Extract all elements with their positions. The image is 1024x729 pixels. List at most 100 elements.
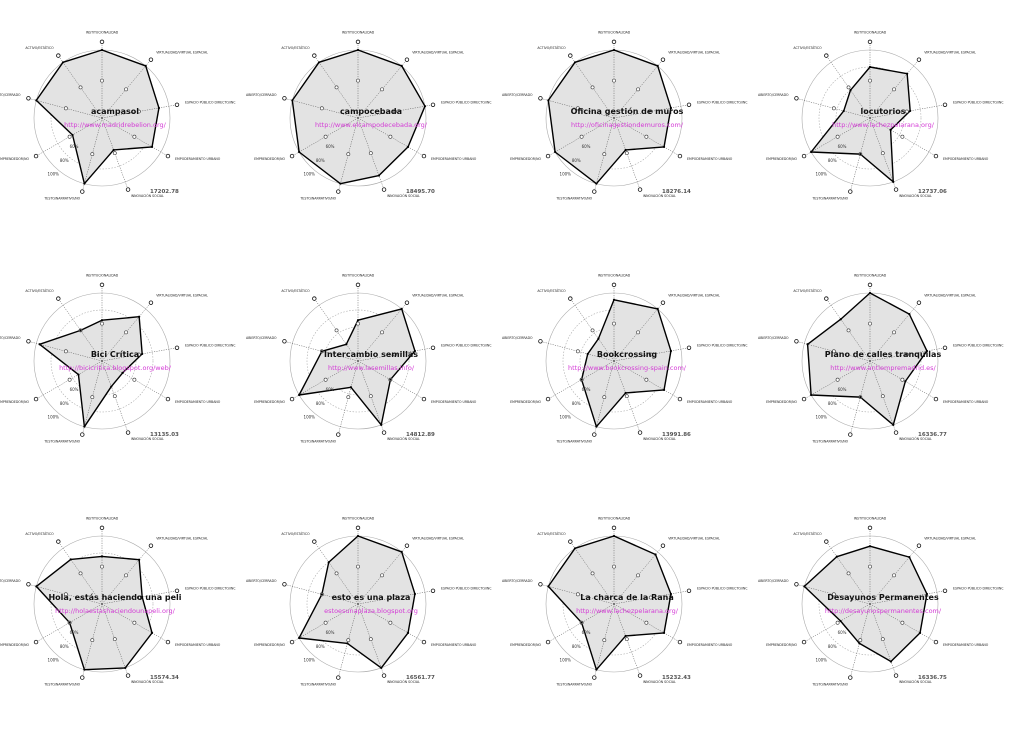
axis-end-marker — [99, 525, 105, 531]
axis-spoke — [357, 360, 385, 433]
axis-marker — [579, 134, 584, 139]
axis-end-marker — [794, 96, 799, 101]
data-point — [554, 150, 557, 154]
axis-label: ABIERTO/CERRADO — [502, 93, 533, 97]
data-point — [291, 99, 294, 102]
axis-spoke — [314, 55, 359, 119]
ring-label: 80% — [316, 158, 325, 163]
axis-marker — [356, 564, 360, 569]
chart-url-link[interactable]: http://www.bookcrossing-spain.com/ — [568, 364, 686, 372]
chart-url-link[interactable]: http://holaestashaciendounapeli.org/ — [55, 607, 175, 615]
axis-marker — [831, 592, 836, 597]
axis-end-marker — [56, 539, 61, 544]
axis-end-marker — [312, 53, 317, 58]
chart-url-link[interactable]: http://www.lachezpelarana.org/ — [832, 121, 934, 129]
axis-label: ACTIVO/ESTÁTICO — [281, 531, 310, 536]
radar-chart-panel: INSTITUCIONALIDAD VIRTUALIDAD/VIRTUAL ESP… — [502, 486, 768, 729]
axis-label: INNOVACIÓN SOCIAL — [131, 436, 164, 441]
ring-label: 100% — [560, 415, 572, 420]
data-point — [35, 99, 38, 102]
data-point — [547, 585, 550, 588]
axis-spoke — [357, 590, 434, 605]
data-point — [624, 148, 627, 152]
axis-marker — [590, 328, 595, 333]
axis-end-marker — [592, 189, 597, 194]
axis-end-marker — [677, 639, 683, 645]
data-point — [669, 349, 673, 353]
axis-label: INSTITUCIONALIDAD — [86, 274, 119, 278]
chart-url-link[interactable]: http://www.elcampodecebada.org/ — [315, 121, 427, 129]
data-point — [423, 105, 427, 108]
chart-url-link[interactable]: http://www.antiempremadrid.es/ — [830, 364, 936, 372]
grid-ring — [818, 66, 922, 170]
axis-spoke — [357, 302, 408, 362]
data-point — [141, 595, 144, 599]
axis-end-marker — [660, 300, 666, 305]
radar-chart-svg: INSTITUCIONALIDAD VIRTUALIDAD/VIRTUAL ESP… — [502, 274, 748, 444]
axis-label: ESPACIO PÚBLICO DIRECTO/INC — [953, 99, 1004, 104]
chart-url-link[interactable]: http://bicicritica.blogspot.org/web/ — [59, 364, 171, 372]
data-point — [150, 631, 154, 634]
radar-chart-svg: INSTITUCIONALIDAD VIRTUALIDAD/VIRTUAL ESP… — [758, 517, 1004, 687]
axis-end-marker — [801, 396, 807, 402]
axis-spoke — [803, 603, 871, 643]
axis-end-marker — [148, 57, 154, 62]
data-point — [859, 396, 862, 399]
axis-marker — [67, 377, 72, 382]
axis-marker — [624, 151, 629, 156]
axis-label: TESTO/NARRATIVO/NO — [43, 682, 80, 686]
chart-url-link[interactable]: http://desayunospermanentes.com/ — [824, 607, 942, 615]
axis-label: ACTIVO/ESTÁTICO — [793, 288, 822, 293]
axis-spoke — [570, 298, 615, 362]
axis-label: VIRTUALIDAD/VIRTUAL ESPACIAL — [924, 50, 976, 54]
axis-label: ACTIVO/ESTÁTICO — [281, 288, 310, 293]
axis-end-marker — [893, 187, 899, 192]
axis-label: ESPACIO PÚBLICO DIRECTO/INC — [185, 99, 236, 104]
chart-url-link[interactable]: http://www.lachezpelarana.org/ — [576, 607, 678, 615]
axis-label: VIRTUALIDAD/VIRTUAL ESPACIAL — [668, 536, 720, 540]
axis-spoke — [357, 347, 434, 362]
data-point — [892, 423, 895, 426]
chart-url-link[interactable]: http://www.lasemillas.info/ — [327, 364, 415, 372]
radar-chart-svg: INSTITUCIONALIDAD VIRTUALIDAD/VIRTUAL ESP… — [0, 517, 236, 687]
axis-label: ACTIVO/ESTÁTICO — [25, 45, 54, 50]
axis-spoke — [613, 590, 690, 605]
axis-end-marker — [538, 96, 543, 101]
axis-spoke — [540, 584, 615, 605]
axis-end-marker — [611, 525, 617, 531]
axis-end-marker — [381, 673, 387, 678]
axis-label: EMPODERAMIENTO URBANO — [687, 643, 733, 647]
axis-marker — [132, 620, 137, 625]
chart-url-link[interactable]: http://www.madridrebelion.org/ — [64, 121, 166, 129]
axis-label: INNOVACIÓN SOCIAL — [899, 679, 932, 684]
axis-end-marker — [355, 282, 361, 288]
axis-end-marker — [33, 396, 39, 402]
axis-label: INNOVACIÓN SOCIAL — [131, 679, 164, 684]
axis-spoke — [613, 603, 641, 676]
axis-marker — [100, 321, 104, 326]
axis-label: EMPRENDEDOR/NO — [766, 400, 797, 404]
axis-marker — [602, 152, 607, 157]
axis-spoke — [314, 541, 359, 605]
axis-label: ACTIVO/ESTÁTICO — [281, 45, 310, 50]
axis-end-marker — [916, 300, 922, 305]
axis-spoke — [357, 117, 385, 190]
axis-marker — [136, 595, 141, 600]
axis-label: ACTIVO/ESTÁTICO — [537, 288, 566, 293]
axis-spoke — [613, 117, 681, 157]
radar-chart-panel: INSTITUCIONALIDAD VIRTUALIDAD/VIRTUAL ESP… — [0, 486, 256, 729]
data-polygon — [38, 316, 143, 428]
chart-url-link[interactable]: estoesunaplaza.blogspot.org — [324, 607, 418, 615]
data-point — [356, 534, 360, 538]
axis-end-marker — [289, 396, 295, 402]
axis-spoke — [547, 117, 615, 157]
axis-marker — [575, 106, 580, 111]
axis-marker — [78, 85, 83, 90]
data-point — [380, 423, 383, 426]
chart-url-link[interactable]: http://oficinagestiondemuros.com/ — [570, 121, 684, 129]
axis-end-marker — [801, 639, 807, 645]
ring-label: 80% — [828, 401, 837, 406]
radar-chart-svg: INSTITUCIONALIDAD VIRTUALIDAD/VIRTUAL ESP… — [246, 517, 492, 687]
data-point — [918, 631, 922, 634]
axis-spoke — [594, 603, 615, 678]
